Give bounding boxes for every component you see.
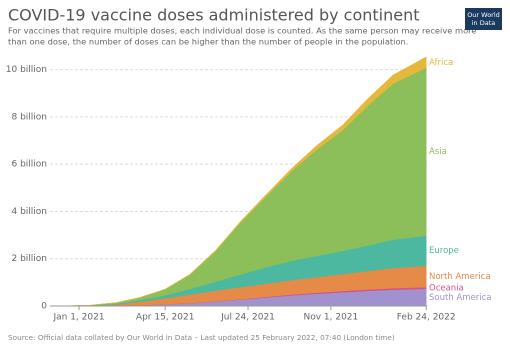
legend-label: South America <box>429 293 491 303</box>
x-tick-label: Jul 24, 2021 <box>220 313 275 323</box>
legend-label: Oceania <box>429 283 464 293</box>
source: Source: Official data collated by Our Wo… <box>8 333 395 342</box>
y-tick-label: 4 billion <box>11 207 47 217</box>
x-tick-label: Feb 24, 2022 <box>397 313 456 323</box>
y-tick-label: 6 billion <box>11 160 47 170</box>
x-tick-label: Jan 1, 2021 <box>52 313 104 323</box>
y-tick-label: 8 billion <box>11 112 47 122</box>
logo-text: Our World <box>467 11 500 19</box>
y-tick-label: 0 <box>41 302 47 312</box>
y-tick-label: 10 billion <box>6 65 47 75</box>
x-tick-label: Apr 15, 2021 <box>136 313 195 323</box>
legend-label: Asia <box>429 147 447 157</box>
chart-title: COVID-19 vaccine doses administered by c… <box>8 6 420 25</box>
logo-text: in Data <box>472 19 496 27</box>
logo[interactable] <box>465 8 502 30</box>
subtitle: For vaccines that require multiple doses… <box>8 26 477 36</box>
subtitle: than one dose, the number of doses can b… <box>8 37 408 47</box>
y-tick-label: 2 billion <box>11 254 47 264</box>
x-tick-label: Nov 1, 2021 <box>303 313 358 323</box>
area <box>64 56 427 307</box>
legend-label: Africa <box>429 58 453 68</box>
legend-label: Europe <box>429 246 459 256</box>
legend-label: North America <box>429 272 491 282</box>
